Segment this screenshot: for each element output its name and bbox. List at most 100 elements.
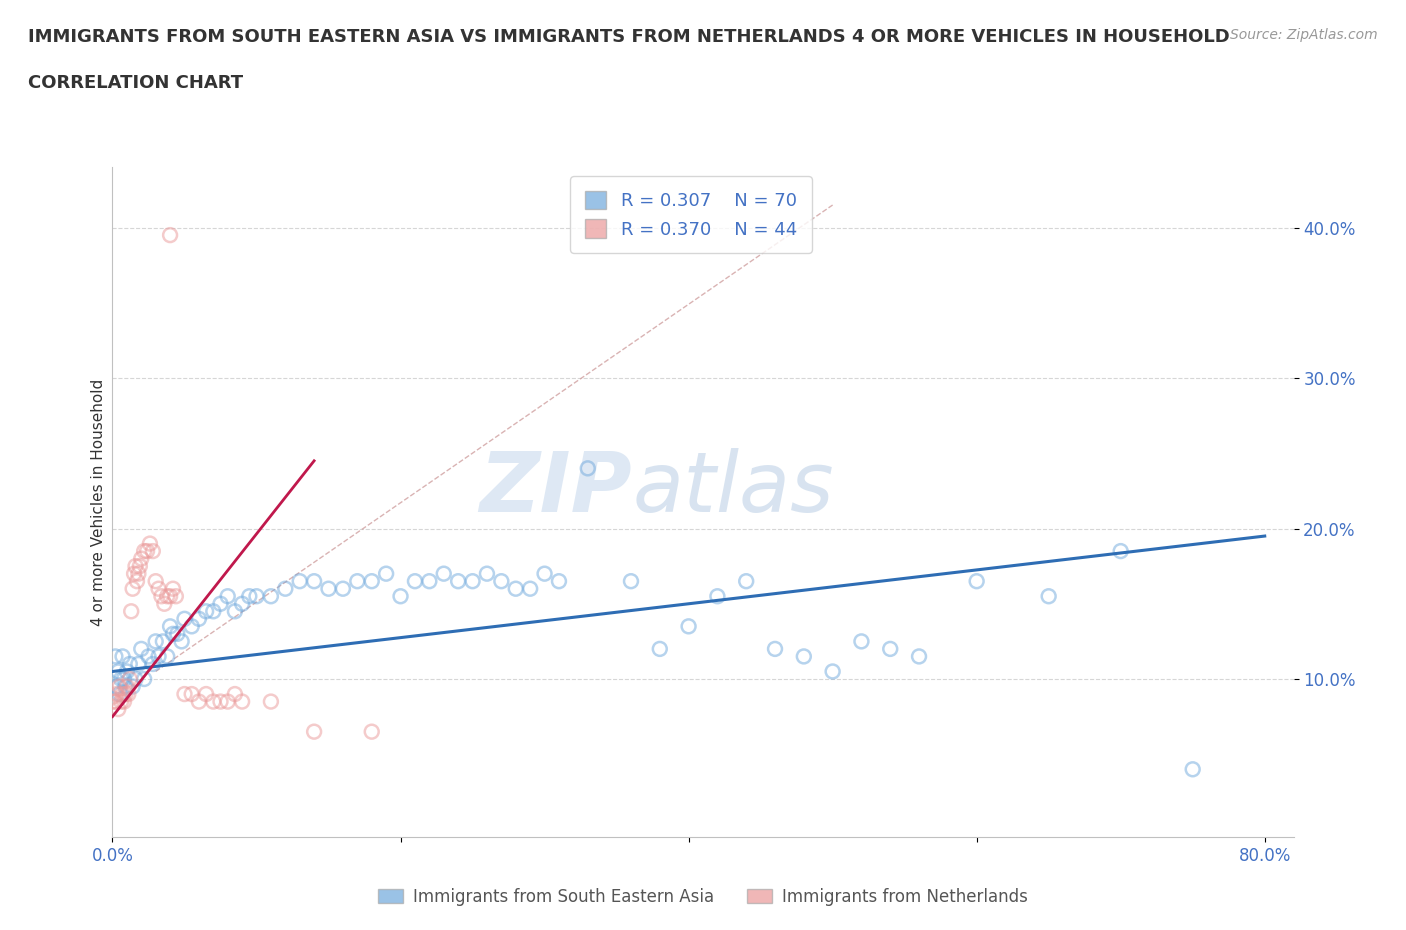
Point	[148, 649, 170, 664]
Point	[150, 589, 173, 604]
Point	[134, 671, 156, 686]
Point	[187, 694, 209, 709]
Point	[120, 604, 142, 618]
Point	[288, 574, 311, 589]
Text: ZIP: ZIP	[479, 448, 633, 529]
Point	[105, 679, 128, 694]
Point	[110, 694, 132, 709]
Point	[136, 544, 159, 559]
Point	[115, 679, 138, 694]
Point	[138, 649, 160, 664]
Point	[173, 611, 195, 626]
Point	[110, 671, 132, 686]
Point	[648, 642, 671, 657]
Point	[678, 618, 700, 633]
Point	[195, 604, 218, 618]
Point	[195, 686, 218, 701]
Point	[118, 657, 141, 671]
Point	[107, 701, 129, 716]
Point	[125, 574, 148, 589]
Text: IMMIGRANTS FROM SOUTH EASTERN ASIA VS IMMIGRANTS FROM NETHERLANDS 4 OR MORE VEHI: IMMIGRANTS FROM SOUTH EASTERN ASIA VS IM…	[28, 28, 1230, 46]
Point	[620, 574, 643, 589]
Point	[112, 694, 135, 709]
Point	[505, 581, 527, 596]
Text: Source: ZipAtlas.com: Source: ZipAtlas.com	[1230, 28, 1378, 42]
Point	[389, 589, 412, 604]
Point	[302, 574, 325, 589]
Point	[491, 574, 513, 589]
Point	[121, 679, 143, 694]
Point	[332, 581, 354, 596]
Point	[165, 589, 187, 604]
Point	[152, 634, 174, 649]
Point	[302, 724, 325, 739]
Point	[111, 686, 134, 701]
Point	[180, 618, 202, 633]
Point	[103, 694, 125, 709]
Point	[114, 686, 136, 701]
Point	[114, 679, 136, 694]
Point	[159, 618, 181, 633]
Point	[128, 559, 150, 574]
Point	[108, 686, 131, 701]
Point	[127, 566, 149, 581]
Point	[318, 581, 340, 596]
Point	[821, 664, 844, 679]
Point	[533, 566, 555, 581]
Point	[142, 544, 165, 559]
Point	[217, 694, 239, 709]
Point	[360, 574, 382, 589]
Point	[139, 536, 162, 551]
Text: atlas: atlas	[633, 448, 834, 529]
Point	[245, 589, 267, 604]
Point	[148, 581, 170, 596]
Point	[346, 574, 368, 589]
Y-axis label: 4 or more Vehicles in Household: 4 or more Vehicles in Household	[90, 379, 105, 626]
Point	[461, 574, 484, 589]
Point	[238, 589, 260, 604]
Point	[145, 634, 167, 649]
Point	[217, 589, 239, 604]
Point	[260, 694, 283, 709]
Point	[145, 574, 167, 589]
Point	[1181, 762, 1204, 777]
Point	[231, 596, 253, 611]
Point	[519, 581, 541, 596]
Point	[433, 566, 456, 581]
Point	[187, 611, 209, 626]
Point	[404, 574, 426, 589]
Point	[224, 604, 246, 618]
Point	[375, 566, 398, 581]
Point	[260, 589, 283, 604]
Point	[180, 686, 202, 701]
Point	[117, 686, 139, 701]
Point	[159, 589, 181, 604]
Point	[202, 694, 225, 709]
Point	[209, 596, 232, 611]
Point	[153, 596, 176, 611]
Point	[107, 664, 129, 679]
Point	[142, 657, 165, 671]
Text: CORRELATION CHART: CORRELATION CHART	[28, 74, 243, 92]
Point	[763, 642, 786, 657]
Point	[162, 627, 184, 642]
Point	[166, 627, 188, 642]
Point	[231, 694, 253, 709]
Point	[124, 559, 146, 574]
Point	[1109, 544, 1132, 559]
Point	[115, 664, 138, 679]
Point	[851, 634, 873, 649]
Point	[121, 581, 143, 596]
Legend: Immigrants from South Eastern Asia, Immigrants from Netherlands: Immigrants from South Eastern Asia, Immi…	[371, 881, 1035, 912]
Point	[118, 671, 141, 686]
Point	[129, 551, 152, 566]
Point	[793, 649, 815, 664]
Point	[108, 679, 131, 694]
Point	[129, 642, 152, 657]
Legend: R = 0.307    N = 70, R = 0.370    N = 44: R = 0.307 N = 70, R = 0.370 N = 44	[571, 177, 811, 253]
Point	[274, 581, 297, 596]
Point	[124, 671, 146, 686]
Point	[170, 634, 193, 649]
Point	[104, 694, 127, 709]
Point	[159, 228, 181, 243]
